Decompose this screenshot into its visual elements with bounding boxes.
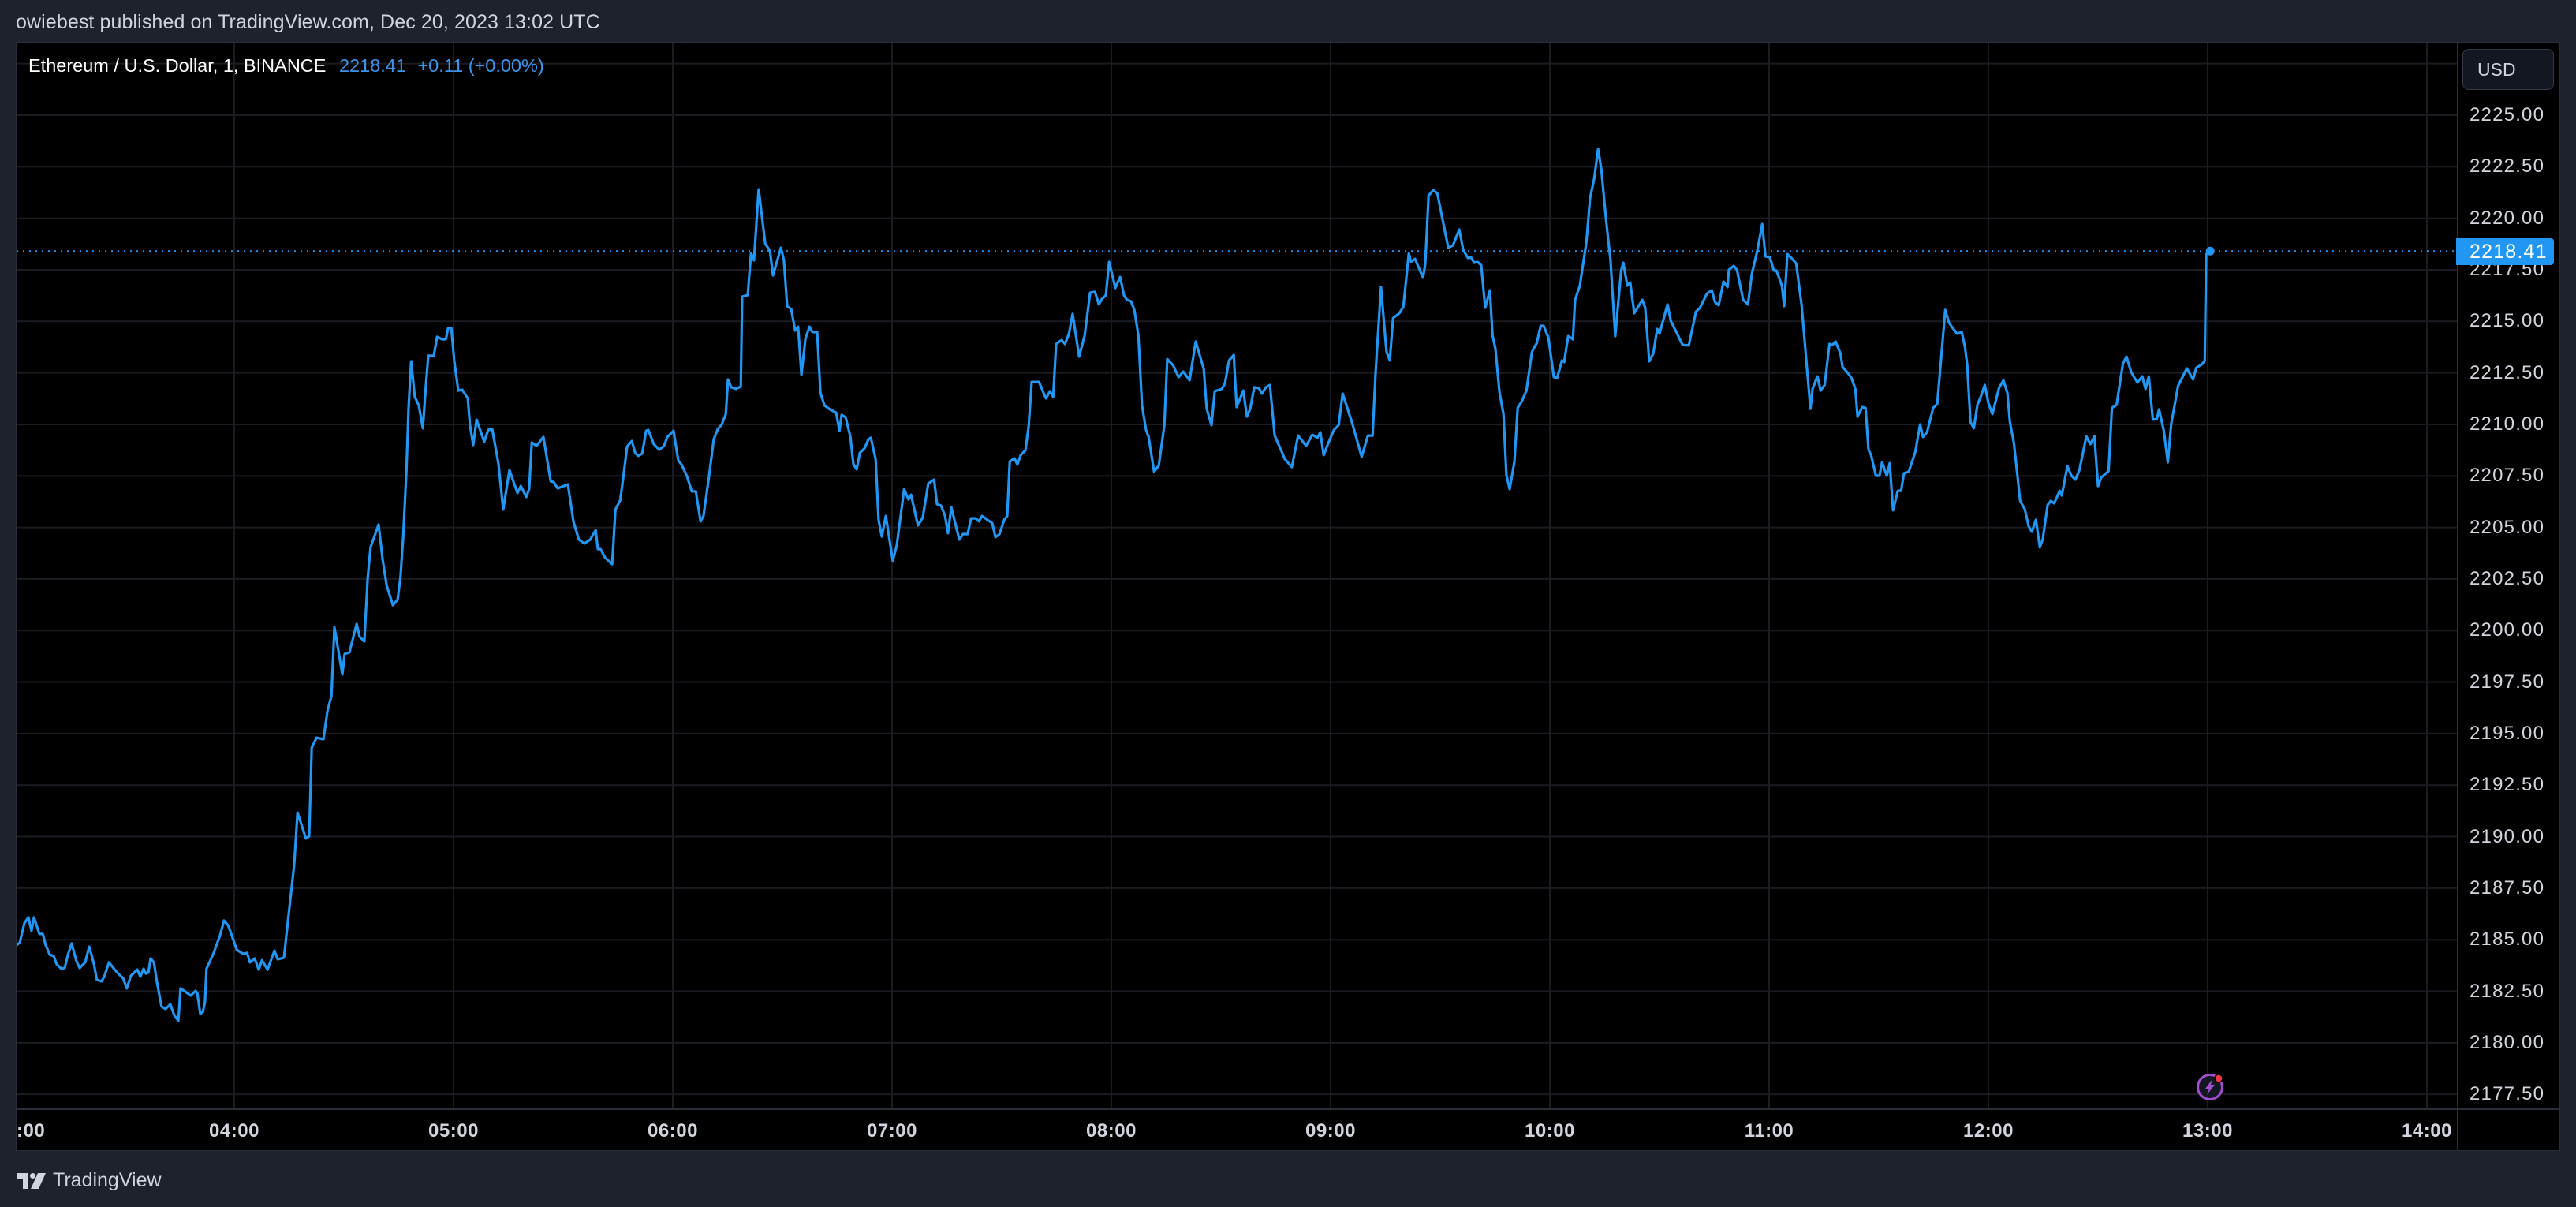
grid-lines — [17, 43, 2457, 1108]
time-axis-label: 08:00 — [1086, 1120, 1137, 1142]
price-axis-label: 2182.50 — [2470, 980, 2545, 1002]
price-axis-label: 2222.50 — [2470, 155, 2545, 178]
symbol-title: Ethereum / U.S. Dollar, 1, BINANCE — [28, 55, 327, 76]
price-axis-label: 2205.00 — [2470, 516, 2545, 538]
price-line-chart — [17, 43, 2457, 1108]
price-axis-label: 2177.50 — [2470, 1083, 2545, 1105]
price-axis-label: 2197.50 — [2470, 671, 2545, 693]
price-axis-label: 2180.00 — [2470, 1031, 2545, 1053]
footer: TradingView — [17, 1169, 162, 1192]
time-axis-label: :00 — [17, 1120, 46, 1142]
chart-legend: Ethereum / U.S. Dollar, 1, BINANCE 2218.… — [28, 55, 544, 77]
legend-change: +0.11 (+0.00%) — [417, 55, 544, 76]
price-axis-label: 2220.00 — [2470, 207, 2545, 229]
price-axis-label: 2192.50 — [2470, 774, 2545, 796]
price-axis-label: 2185.00 — [2470, 929, 2545, 951]
axis-corner — [2457, 1108, 2560, 1151]
time-axis-label: 11:00 — [1744, 1120, 1794, 1142]
time-axis-label: 09:00 — [1305, 1120, 1356, 1142]
price-axis-label: 2210.00 — [2470, 413, 2545, 435]
time-axis-label: 04:00 — [209, 1120, 259, 1142]
price-axis-label: 2207.50 — [2470, 465, 2545, 487]
time-axis-label: 07:00 — [867, 1120, 917, 1142]
price-axis-label: 2187.50 — [2470, 876, 2545, 899]
chart-pane[interactable] — [17, 43, 2457, 1108]
price-axis-label: 2195.00 — [2470, 722, 2545, 744]
price-axis-label: 2202.50 — [2470, 567, 2545, 589]
time-axis-label: 12:00 — [1963, 1120, 2014, 1142]
price-series-line — [17, 148, 2212, 1022]
time-axis-label: 14:00 — [2402, 1120, 2452, 1142]
price-axis[interactable] — [2457, 43, 2560, 1108]
tradingview-logo-icon[interactable] — [17, 1172, 47, 1190]
legend-last-price: 2218.41 — [338, 55, 406, 76]
price-axis-label: 2225.00 — [2470, 104, 2545, 125]
lightning-bolt-icon[interactable] — [2196, 1073, 2224, 1101]
time-axis[interactable] — [17, 1108, 2457, 1151]
time-axis-label: 13:00 — [2182, 1120, 2233, 1142]
tradingview-brand-text[interactable]: TradingView — [53, 1169, 162, 1191]
time-axis-label: 05:00 — [428, 1120, 479, 1142]
time-axis-label: 10:00 — [1525, 1120, 1575, 1142]
notification-dot-icon — [2214, 1074, 2223, 1083]
last-price-dot — [2205, 246, 2215, 256]
price-axis-label: 2190.00 — [2470, 825, 2545, 847]
price-axis-label: 2212.50 — [2470, 361, 2545, 383]
currency-button[interactable]: USD — [2462, 49, 2554, 90]
time-axis-label: 06:00 — [648, 1120, 698, 1142]
price-axis-label: 2200.00 — [2470, 619, 2545, 641]
price-axis-label: 2215.00 — [2470, 310, 2545, 332]
published-by-text: owiebest published on TradingView.com, D… — [16, 11, 600, 33]
current-price-label: 2218.41 — [2456, 238, 2554, 265]
chart-container — [16, 42, 2560, 1151]
